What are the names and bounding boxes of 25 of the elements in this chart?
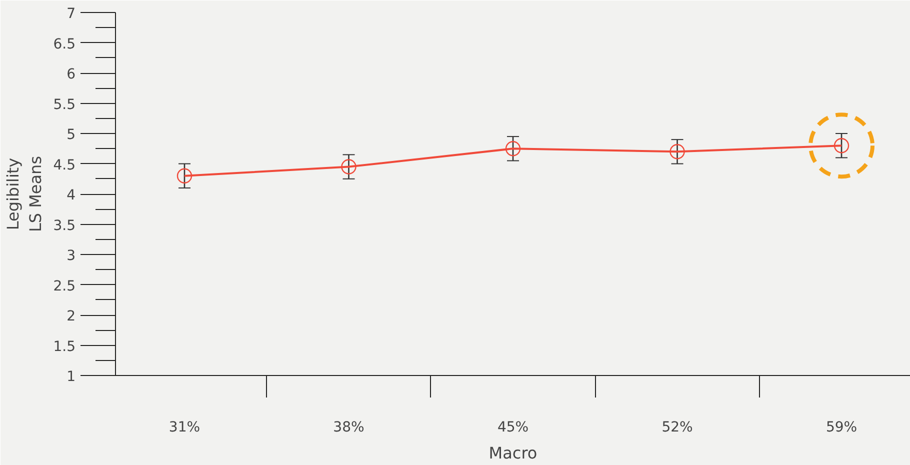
y-tick-label: 6 [66,66,76,82]
y-tick-label: 1 [66,369,76,385]
point [670,144,685,160]
point [176,168,192,184]
y-tick-label: 5 [66,127,76,143]
y-tick-label: 1.5 [53,338,76,355]
point [505,141,521,156]
y-tick-label: 6.5 [53,36,76,52]
y-tick-label: 3.5 [53,218,76,234]
y-tick-label: 2.5 [53,278,76,294]
y-tick-label: 7 [66,6,76,22]
y-tick-label: 4.5 [53,157,76,174]
y-axis-title: Legibility LS Means [3,156,46,232]
x-tick-label: 31% [168,420,200,436]
y-tick-label: 3 [66,248,76,264]
x-tick-label: 52% [662,420,693,436]
x-tick-label: 38% [333,420,364,436]
y-tick-label: 5.5 [53,96,76,113]
y-tick-label: 2 [66,308,76,324]
x-tick-label: 45% [497,420,529,436]
point [341,159,356,174]
x-axis-title: Macro [488,444,538,462]
point [834,138,850,154]
x-tick-label: 59% [826,420,858,436]
y-tick-label: 4 [66,188,76,204]
